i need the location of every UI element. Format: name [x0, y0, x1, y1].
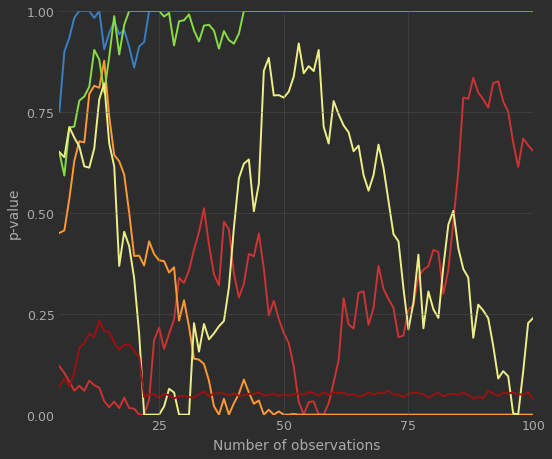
Y-axis label: p-value: p-value	[7, 188, 21, 239]
X-axis label: Number of observations: Number of observations	[213, 438, 380, 452]
